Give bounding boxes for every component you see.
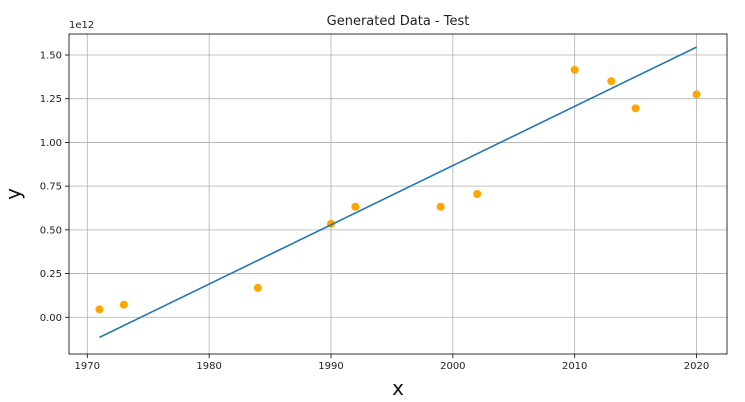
grid-lines (69, 34, 727, 354)
plot-area-frame (68, 33, 728, 355)
y-tick-label: 1.50 (40, 50, 62, 61)
axis-ticks: 1970 1980 1990 2000 2010 2020 0.00 0.25 0.50 0.75… (40, 50, 710, 372)
scatter-point (570, 65, 579, 74)
chart-title: Generated Data - Test (327, 14, 470, 29)
y-axis-offset-label: 1e12 (69, 20, 94, 31)
x-tick-label: 2020 (684, 361, 709, 372)
scatter-point (607, 77, 616, 86)
y-tick-label: 1.25 (40, 94, 62, 105)
trend-line (99, 46, 697, 339)
y-tick-label: 1.00 (40, 138, 62, 149)
scatter-point (473, 190, 482, 198)
x-axis-label: x (392, 376, 404, 400)
y-tick-label: 0.75 (40, 182, 62, 193)
scatter-point (436, 202, 445, 211)
scatter-point (351, 202, 360, 211)
x-tick-label: 2010 (562, 361, 587, 372)
scatter-point (253, 283, 262, 292)
y-tick-label: 0.00 (40, 313, 62, 324)
y-axis-label: y (1, 188, 25, 200)
scatter-point (119, 300, 128, 309)
scatter-point (631, 104, 640, 113)
x-tick-label: 1970 (75, 361, 100, 372)
scatter-point (95, 305, 104, 314)
x-tick-label: 2000 (440, 361, 465, 372)
x-tick-label: 1990 (318, 361, 343, 372)
y-tick-label: 0.50 (40, 225, 62, 236)
plot-series (95, 46, 701, 339)
y-tick-label: 0.25 (40, 269, 62, 280)
scatter-point (692, 90, 701, 99)
x-tick-label: 1980 (196, 361, 221, 372)
